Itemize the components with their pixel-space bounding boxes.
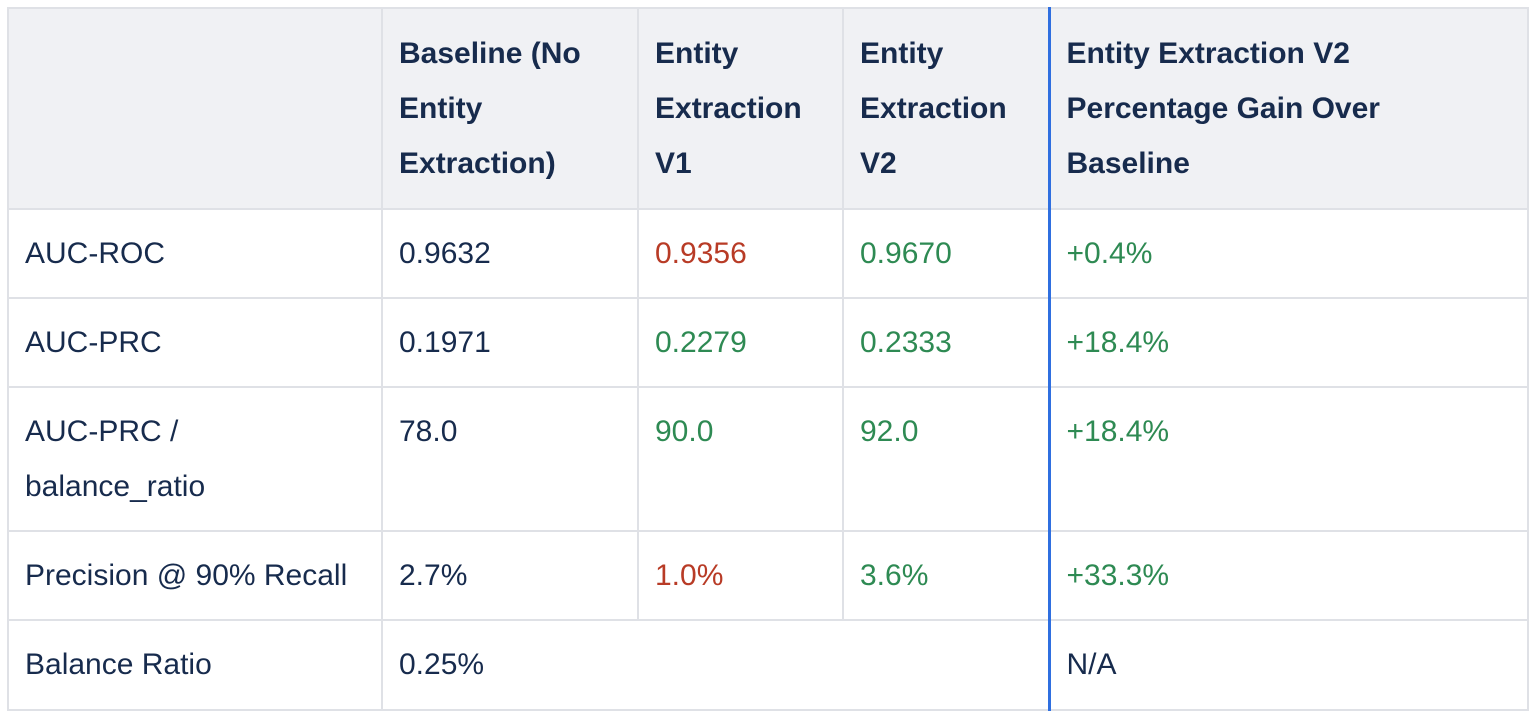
gain-cell: N/A: [1047, 619, 1529, 711]
v1-cell: 0.2279: [637, 297, 844, 388]
metric-cell: AUC-PRC: [7, 297, 383, 388]
header-cell-v2: Entity Extraction V2: [842, 7, 1050, 210]
baseline-cell: 2.7%: [381, 530, 639, 621]
table-row: AUC-PRC 0.1971 0.2279 0.2333 +18.4%: [7, 297, 1529, 388]
v2-cell: 0.9670: [842, 208, 1050, 299]
baseline-cell: 78.0: [381, 386, 639, 532]
v2-cell: 3.6%: [842, 530, 1050, 621]
header-row: Baseline (No Entity Extraction) Entity E…: [7, 7, 1529, 210]
table-row: AUC-PRC / balance_ratio 78.0 90.0 92.0 +…: [7, 386, 1529, 532]
baseline-cell: 0.1971: [381, 297, 639, 388]
header-cell-gain: Entity Extraction V2 Percentage Gain Ove…: [1047, 7, 1529, 210]
gain-cell: +18.4%: [1047, 297, 1529, 388]
v2-cell: 0.2333: [842, 297, 1050, 388]
table-row: Precision @ 90% Recall 2.7% 1.0% 3.6% +3…: [7, 530, 1529, 621]
metric-cell: AUC-ROC: [7, 208, 383, 299]
merged-value-cell: 0.25%: [381, 619, 1050, 711]
gain-cell: +33.3%: [1047, 530, 1529, 621]
table-row: AUC-ROC 0.9632 0.9356 0.9670 +0.4%: [7, 208, 1529, 299]
v1-cell: 90.0: [637, 386, 844, 532]
header-cell-v1: Entity Extraction V1: [637, 7, 844, 210]
header-cell-metric: [7, 7, 383, 210]
table-row: Balance Ratio 0.25% N/A: [7, 619, 1529, 711]
metric-cell: Balance Ratio: [7, 619, 383, 711]
gain-cell: +0.4%: [1047, 208, 1529, 299]
v1-cell: 1.0%: [637, 530, 844, 621]
metric-cell: Precision @ 90% Recall: [7, 530, 383, 621]
header-cell-baseline: Baseline (No Entity Extraction): [381, 7, 639, 210]
entity-extraction-results-table: Baseline (No Entity Extraction) Entity E…: [7, 7, 1529, 711]
baseline-cell: 0.9632: [381, 208, 639, 299]
metric-cell: AUC-PRC / balance_ratio: [7, 386, 383, 532]
results-table-container: Baseline (No Entity Extraction) Entity E…: [7, 7, 1529, 711]
gain-cell: +18.4%: [1047, 386, 1529, 532]
v1-cell: 0.9356: [637, 208, 844, 299]
v2-cell: 92.0: [842, 386, 1050, 532]
